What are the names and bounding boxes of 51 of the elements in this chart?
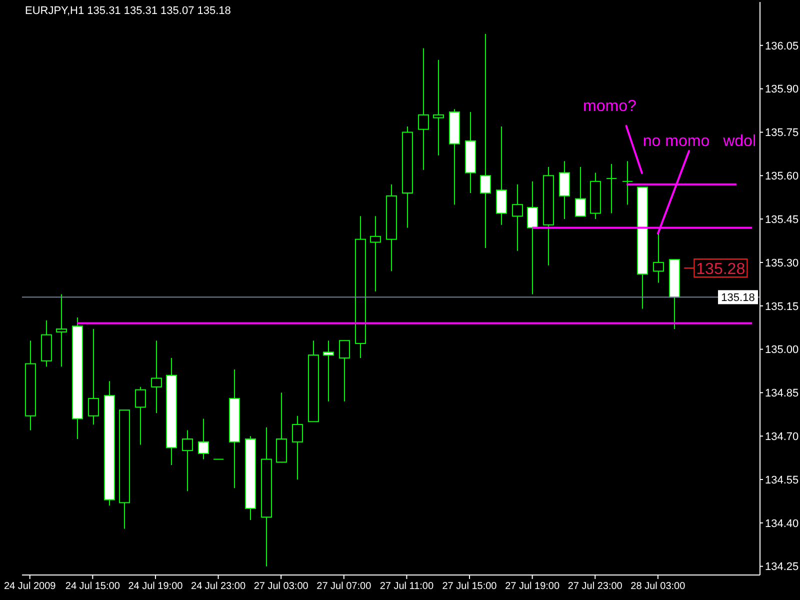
y-tick-label: 134.70 xyxy=(765,430,799,443)
y-tick-label: 135.30 xyxy=(765,257,799,270)
x-tick-label: 24 Jul 19:00 xyxy=(128,581,184,592)
candlestick xyxy=(512,184,523,252)
candlestick xyxy=(198,418,209,460)
y-tick-label: 135.75 xyxy=(765,127,799,140)
ref-line-label: 135.18 xyxy=(721,292,755,304)
candlestick xyxy=(182,430,193,492)
x-tick-label: 27 Jul 15:00 xyxy=(442,581,498,592)
candlestick xyxy=(433,59,444,156)
candlestick xyxy=(56,294,67,368)
x-tick-label: 27 Jul 11:00 xyxy=(380,581,434,592)
y-tick-label: 136.05 xyxy=(765,40,799,52)
annotation: wdol xyxy=(722,133,756,150)
candlestick xyxy=(418,48,429,170)
y-tick-label: 135.15 xyxy=(765,300,799,313)
candlestick xyxy=(559,160,570,220)
annotation: no momo xyxy=(642,133,710,150)
candlestick xyxy=(370,216,381,292)
annotation: momo? xyxy=(583,98,637,115)
y-tick-label: 135.60 xyxy=(765,170,799,183)
y-tick-label: 134.25 xyxy=(765,561,799,574)
candlestick xyxy=(496,126,507,226)
x-tick-label: 24 Jul 23:00 xyxy=(191,581,246,592)
candlestick xyxy=(292,415,303,480)
candlestick xyxy=(622,160,633,206)
x-tick-label: 24 Jul 15:00 xyxy=(65,581,120,592)
y-tick-label: 135.90 xyxy=(765,84,799,96)
y-tick-label: 135.00 xyxy=(765,344,799,356)
candlestick xyxy=(323,340,334,402)
candlestick xyxy=(575,166,586,217)
y-tick-label: 135.45 xyxy=(765,214,799,226)
x-tick-label: 28 Jul 03:00 xyxy=(630,581,686,592)
candlestick xyxy=(135,386,146,446)
candlestick xyxy=(480,33,491,248)
candlestick xyxy=(653,233,664,284)
candlestick xyxy=(276,392,287,463)
candlestick xyxy=(88,328,99,426)
candlestick xyxy=(339,340,350,402)
x-tick-label: 27 Jul 19:00 xyxy=(505,581,560,592)
candlestick xyxy=(606,164,617,214)
x-tick-label: 27 Jul 07:00 xyxy=(316,581,372,592)
y-tick-label: 134.55 xyxy=(765,474,799,486)
y-tick-label: 134.85 xyxy=(765,388,799,400)
chart-title: EURJPY,H1 135.31 135.31 135.07 135.18 xyxy=(25,5,231,17)
candlestick xyxy=(151,340,162,414)
x-tick-label: 24 Jul 2009 xyxy=(4,581,56,592)
x-tick-label: 27 Jul 03:00 xyxy=(254,581,309,592)
x-tick-label: 27 Jul 23:00 xyxy=(568,581,623,592)
y-tick-label: 134.40 xyxy=(765,518,799,530)
candlestick xyxy=(527,180,538,295)
